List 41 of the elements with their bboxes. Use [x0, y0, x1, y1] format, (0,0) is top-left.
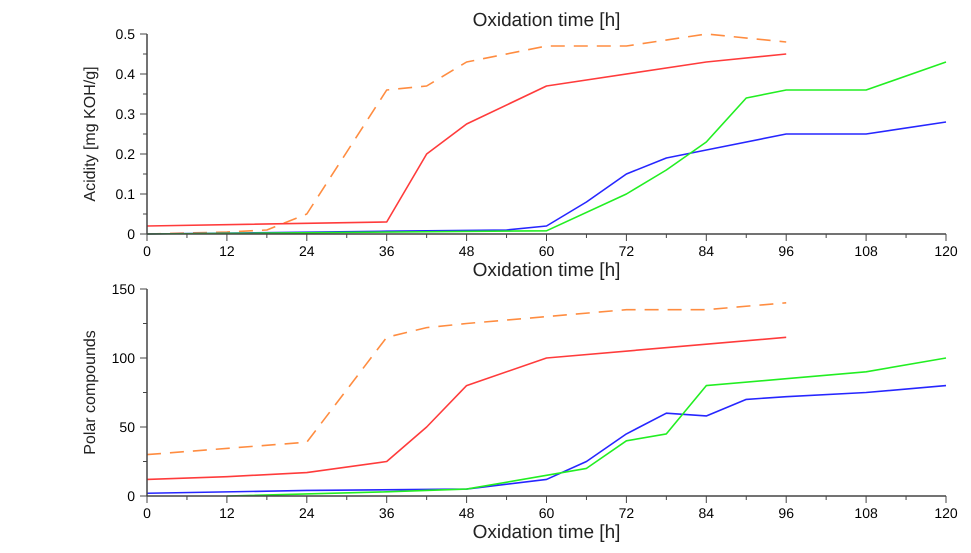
- x-tick-label: 84: [698, 505, 714, 521]
- y-axis-title: Acidity [mg KOH/g]: [82, 66, 99, 202]
- y-tick-label: 150: [112, 281, 136, 297]
- x-tick-label: 24: [299, 243, 315, 259]
- x-tick-label: 108: [854, 243, 878, 259]
- line-series: [226, 357, 947, 497]
- x-tick-label: 84: [698, 243, 714, 259]
- x-tick-label: 12: [219, 505, 235, 521]
- x-tick-label: 120: [934, 243, 958, 259]
- line-series: [146, 302, 787, 456]
- x-tick-label: 96: [778, 243, 794, 259]
- x-tick-label: 36: [378, 505, 395, 521]
- x-tick-label: 36: [378, 243, 395, 259]
- x-axis-title: Oxidation time [h]: [472, 522, 620, 543]
- y-tick-label: 50: [119, 419, 136, 435]
- x-tick-label: 60: [538, 505, 554, 521]
- y-tick-label: 0: [127, 226, 136, 242]
- x-tick-label: 48: [458, 243, 475, 259]
- y-tick-label: 0.4: [116, 66, 136, 82]
- x-tick-label: 120: [934, 505, 958, 521]
- y-tick-label: 100: [112, 350, 136, 366]
- x-tick-label: 0: [143, 505, 152, 521]
- y-tick-label: 0.3: [116, 106, 136, 122]
- chart-title: Oxidation time [h]: [472, 10, 620, 31]
- y-axis-title: Polar compounds: [82, 330, 99, 455]
- y-tick-label: 0.5: [116, 26, 136, 42]
- line-series: [146, 384, 947, 494]
- x-tick-label: 60: [538, 243, 554, 259]
- x-tick-label: 72: [618, 505, 634, 521]
- x-tick-label: 48: [458, 505, 475, 521]
- y-tick-label: 0.2: [116, 146, 136, 162]
- x-tick-label: 0: [143, 243, 152, 259]
- line-series: [146, 336, 787, 480]
- y-tick-label: 0: [127, 488, 136, 504]
- x-tick-label: 108: [854, 505, 878, 521]
- x-axis-title: Oxidation time [h]: [472, 260, 620, 281]
- x-tick-label: 12: [219, 243, 235, 259]
- y-tick-label: 0.1: [116, 186, 136, 202]
- x-tick-label: 96: [778, 505, 794, 521]
- x-tick-label: 24: [299, 505, 315, 521]
- x-tick-label: 72: [618, 243, 634, 259]
